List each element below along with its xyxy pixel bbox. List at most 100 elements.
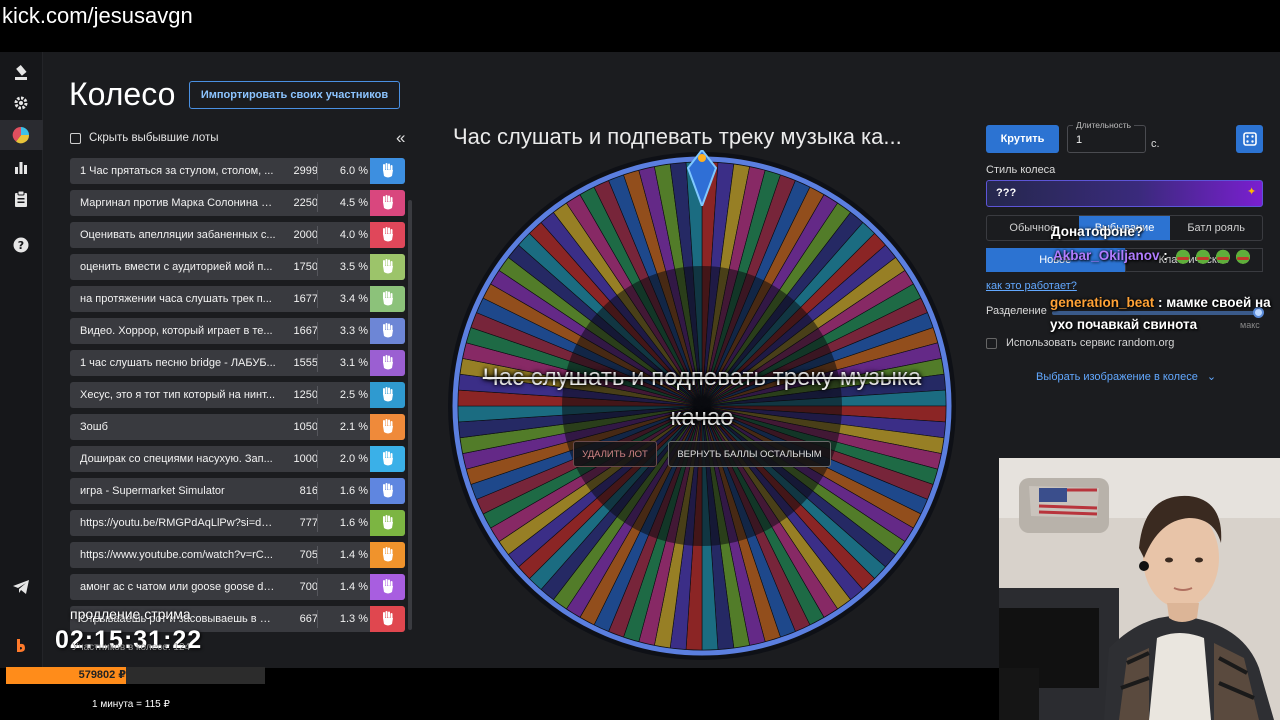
random-org-label: Использовать сервис random.org [1006, 337, 1175, 349]
wheel-style-select[interactable] [986, 180, 1263, 207]
lot-add-points-button[interactable] [370, 510, 405, 536]
lot-divider [317, 546, 318, 564]
random-org-checkbox[interactable] [986, 337, 997, 349]
clipboard-icon[interactable] [10, 188, 32, 210]
lot-row[interactable]: оценить вмести с аудиторией мой п... 1750… [70, 254, 405, 280]
wheel-pointer-icon [686, 148, 718, 211]
chat-username: generation_beat [1050, 295, 1155, 310]
frog-emote-icon [1213, 248, 1232, 265]
hand-icon [382, 387, 393, 402]
lot-add-points-button[interactable] [370, 318, 405, 344]
hide-eliminated-toggle[interactable]: Скрыть выбывшие лоты [70, 132, 219, 144]
lot-name: оценить вмести с аудиторией мой п... [80, 261, 273, 273]
lot-amount: 1000 [293, 453, 318, 465]
lot-amount: 816 [299, 485, 318, 497]
pie-chart-icon[interactable] [10, 124, 32, 146]
duration-value[interactable]: 1 [1076, 134, 1083, 146]
wheel-mode-tab[interactable]: Батл рояль [1187, 222, 1246, 234]
wheel-submode-tab[interactable]: Новое [986, 248, 1125, 272]
hand-icon [382, 291, 393, 306]
donation-rate: 1 минута = 115 ₽ [92, 699, 170, 710]
lot-add-points-button[interactable] [370, 222, 405, 248]
duration-label: Длительность [1073, 120, 1135, 130]
lot-row[interactable]: амонг ас с чатом или goose goose duck 700… [70, 574, 405, 600]
lot-add-points-button[interactable] [370, 254, 405, 280]
lot-amount: 1050 [293, 421, 318, 433]
stream-timer: 02:15:31:22 [55, 626, 203, 654]
lot-name: 1 Час прятаться за стулом, столом, ... [80, 165, 274, 177]
wheel-mode-tab[interactable]: Выбывание [1078, 216, 1171, 240]
hide-eliminated-label: Скрыть выбывшие лоты [89, 132, 219, 144]
lot-row[interactable]: 1 Час прятаться за стулом, столом, ... 29… [70, 158, 405, 184]
lot-row[interactable]: https://youtu.be/RMGPdAqLlPw?si=dX... 777… [70, 510, 405, 536]
collapse-panel-icon[interactable]: « [396, 128, 406, 147]
randomize-button[interactable] [1236, 125, 1263, 153]
lot-add-points-button[interactable] [370, 574, 405, 600]
lot-divider [317, 610, 318, 628]
lot-row[interactable]: Доширак со специями насухую. Зап... 1000 2… [70, 446, 405, 472]
spin-button[interactable]: Крутить [986, 125, 1059, 153]
lot-add-points-button[interactable] [370, 190, 405, 216]
choose-wheel-image-link[interactable]: Выбрать изображение в колесе ⌄ [1036, 370, 1216, 383]
donation-progress-fill [6, 667, 127, 684]
choose-wheel-image-label: Выбрать изображение в колесе [1036, 371, 1198, 383]
lot-divider [317, 258, 318, 276]
lot-add-points-button[interactable] [370, 382, 405, 408]
lot-divider [317, 450, 318, 468]
frog-emote-icon [1193, 248, 1212, 265]
lot-name: https://youtu.be/RMGPdAqLlPw?si=dX... [80, 517, 276, 529]
lot-name: игра - Supermarket Simulator [80, 485, 225, 497]
lot-add-points-button[interactable] [370, 446, 405, 472]
lot-amount: 2999 [293, 165, 318, 177]
lot-add-points-button[interactable] [370, 158, 405, 184]
lot-row[interactable]: Видео. Хоррор, который играет в те... 166… [70, 318, 405, 344]
telegram-icon[interactable] [10, 576, 32, 598]
bar-chart-icon[interactable] [10, 156, 32, 178]
lot-row[interactable]: Зошб 1050 2.1 % [70, 414, 405, 440]
split-max-label: макс [1240, 320, 1260, 330]
lot-row[interactable]: игра - Supermarket Simulator 816 1.6 % [70, 478, 405, 504]
lot-row[interactable]: Отрывааешь рот и засовываешь в не... 667 1… [70, 606, 405, 632]
return-points-button[interactable]: ВЕРНУТЬ БАЛЛЫ ОСТАЛЬНЫМ [668, 441, 831, 467]
sidebar-rail: ? [0, 52, 43, 668]
lot-add-points-button[interactable] [370, 414, 405, 440]
lot-row[interactable]: 1 час слушать песню bridge - ЛАБУБ... 155… [70, 350, 405, 376]
wheel-title: Час слушать и подпевать треку музыка ка.… [453, 124, 902, 149]
lot-percent: 2.5 % [339, 389, 368, 401]
lot-add-points-button[interactable] [370, 542, 405, 568]
import-participants-button[interactable]: Импортировать своих участников [189, 81, 400, 109]
lot-add-points-button[interactable] [370, 606, 405, 632]
lot-row[interactable]: на протяжении часа слушать трек п... 1677… [70, 286, 405, 312]
help-icon[interactable]: ? [10, 234, 32, 256]
lot-row[interactable]: Маргинал против Марка Солонина h... 2250 4… [70, 190, 405, 216]
lot-row[interactable]: Хесус, это я тот тип который на нинт... 1… [70, 382, 405, 408]
lot-name: https://www.youtube.com/watch?v=rC... [80, 549, 273, 561]
hide-eliminated-checkbox[interactable] [70, 132, 81, 144]
webcam-image [999, 458, 1280, 720]
frog-emote-icon [1173, 248, 1192, 265]
extension-label: продление стрима [70, 606, 191, 622]
split-slider[interactable] [1052, 311, 1258, 315]
gavel-icon[interactable] [10, 62, 32, 84]
split-slider-handle[interactable] [1253, 307, 1264, 318]
gear-icon[interactable] [10, 92, 32, 114]
chat-message: Akbar_Okiljanov : [1053, 248, 1252, 265]
split-label: Разделение [986, 305, 1047, 317]
lot-divider [317, 162, 318, 180]
chat-separator: : [1159, 248, 1168, 263]
random-org-toggle[interactable]: Использовать сервис random.org [986, 337, 1174, 349]
how-it-works-link[interactable]: как это работает? [986, 280, 1077, 292]
hand-icon [382, 579, 393, 594]
svg-text:?: ? [18, 239, 24, 252]
delete-lot-button[interactable]: УДАЛИТЬ ЛОТ [573, 441, 657, 467]
url-text: kick.com/jesusavgn [2, 3, 193, 28]
lots-scrollbar[interactable] [408, 200, 412, 630]
hand-icon [382, 547, 393, 562]
lot-add-points-button[interactable] [370, 478, 405, 504]
lot-row[interactable]: Оценивать апелляции забаненных с... 2000 4… [70, 222, 405, 248]
lot-add-points-button[interactable] [370, 286, 405, 312]
lot-row[interactable]: https://www.youtube.com/watch?v=rC... 705… [70, 542, 405, 568]
lot-add-points-button[interactable] [370, 350, 405, 376]
wheel-mode-tab[interactable]: Обычное [1009, 222, 1057, 234]
lot-amount: 1250 [293, 389, 318, 401]
